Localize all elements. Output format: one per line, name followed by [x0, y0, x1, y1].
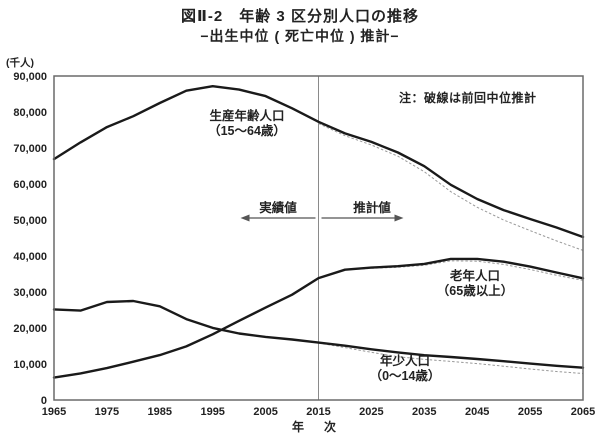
y-tick-label: 60,000: [13, 179, 47, 191]
series-label-child-line2: （0〜14歳）: [369, 369, 441, 383]
x-tick-label: 1985: [148, 406, 172, 418]
series-label-elderly-line2: （65歳以上）: [436, 284, 514, 298]
page-subtitle: −出生中位 ( 死亡中位 ) 推計−: [200, 28, 400, 44]
x-axis-title: 年 次: [291, 420, 340, 434]
series-label-child: 年少人口 （0〜14歳）: [350, 354, 460, 384]
page-title: 図Ⅱ-2 年齢 3 区分別人口の推移: [181, 8, 419, 25]
y-tick-label: 50,000: [13, 215, 47, 227]
series-label-elderly-line1: 老年人口: [449, 269, 500, 283]
y-tick-label: 40,000: [13, 251, 47, 263]
series-label-working-age: 生産年齢人口 （15〜64歳）: [192, 109, 302, 139]
series-label-working-age-line1: 生産年齢人口: [209, 109, 285, 123]
y-tick-label: 80,000: [13, 107, 47, 119]
x-tick-label: 2065: [571, 406, 595, 418]
series-line-child_prev: [318, 342, 584, 374]
series-line-working_age: [52, 84, 585, 239]
x-tick-label: 2025: [359, 406, 383, 418]
projected-values-label: 推計値: [353, 201, 391, 215]
y-tick-label: 20,000: [13, 323, 47, 335]
x-tick-label: 2035: [412, 406, 436, 418]
plot-border: [53, 75, 584, 401]
y-tick-label: 10,000: [13, 359, 47, 371]
chart-note: 注：破線は前回中位推計: [399, 91, 537, 105]
x-tick-label: 2015: [306, 406, 330, 418]
x-tick-label: 2045: [465, 406, 489, 418]
x-tick-label: 1975: [95, 406, 119, 418]
actual-values-label: 実績値: [259, 201, 297, 215]
projected-arrow-head-icon: [394, 214, 404, 222]
series-label-working-age-line2: （15〜64歳）: [208, 124, 286, 138]
y-tick-label: 30,000: [13, 287, 47, 299]
series-line-working_age_prev: [318, 123, 584, 251]
y-tick-label: 0: [41, 395, 47, 407]
series-label-elderly: 老年人口 （65歳以上）: [420, 269, 530, 299]
x-tick-label: 1995: [200, 406, 224, 418]
series-line-elderly: [52, 257, 585, 379]
series-line-child: [52, 299, 585, 369]
x-tick-label: 2055: [518, 406, 542, 418]
y-tick-label: 70,000: [13, 143, 47, 155]
y-tick-label: 90,000: [13, 71, 47, 83]
x-tick-label: 1965: [42, 406, 66, 418]
series-label-child-line1: 年少人口: [379, 354, 430, 368]
actual-arrow-head-icon: [240, 214, 250, 222]
y-axis-unit-label: (千人): [6, 57, 34, 69]
x-tick-label: 2005: [253, 406, 277, 418]
